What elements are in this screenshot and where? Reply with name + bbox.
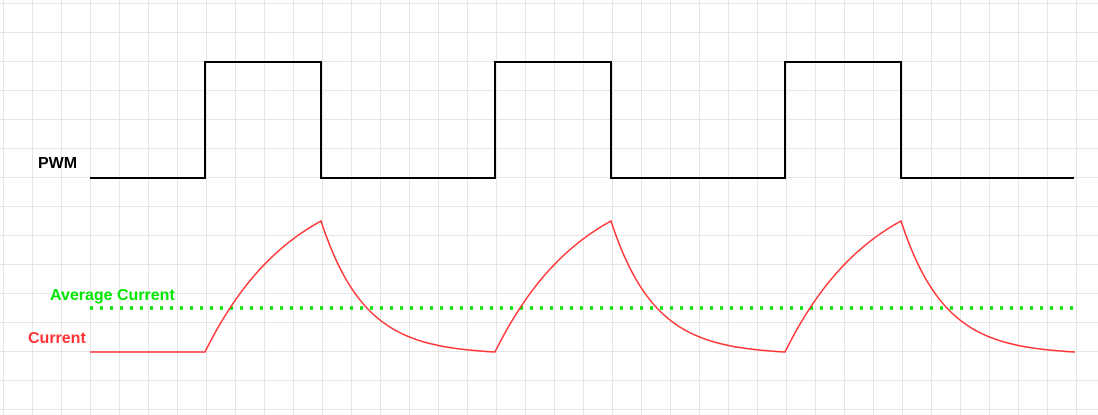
current-waveform (90, 219, 1076, 353)
average-current-label: Average Current (50, 287, 175, 304)
current-label: Current (28, 330, 86, 347)
pwm-label: PWM (38, 155, 78, 172)
pwm-waveform (90, 61, 1074, 179)
